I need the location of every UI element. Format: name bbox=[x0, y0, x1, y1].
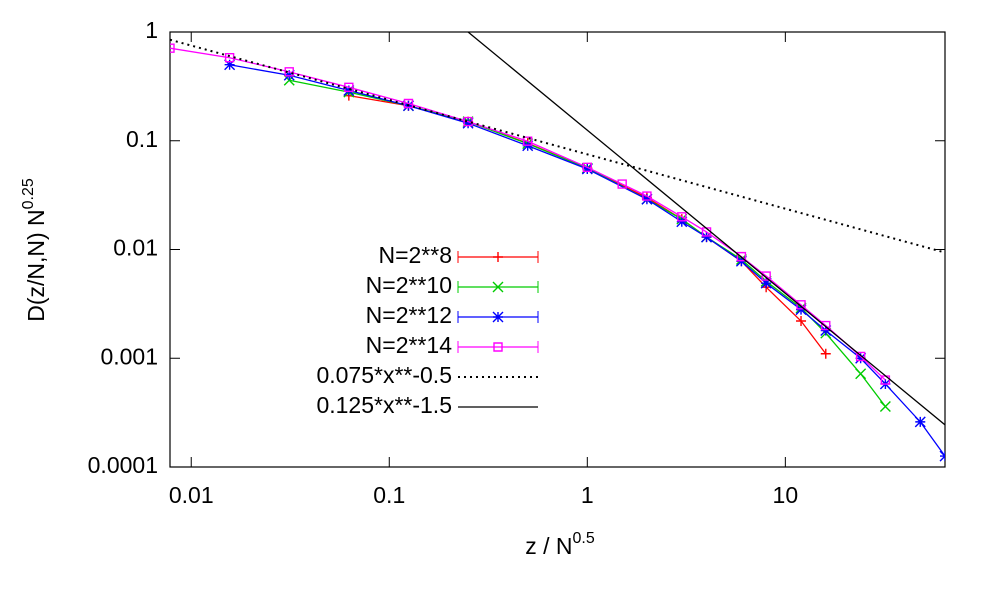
y-tick-label: 0.0001 bbox=[88, 452, 158, 478]
y-axis-label: D(z/N,N) N0.25 bbox=[20, 178, 49, 322]
series-line bbox=[467, 32, 945, 426]
marker bbox=[701, 231, 713, 243]
legend-marker bbox=[492, 311, 504, 323]
marker bbox=[914, 416, 926, 428]
marker bbox=[343, 84, 355, 96]
marker bbox=[462, 117, 474, 129]
marker bbox=[939, 450, 945, 462]
series-line bbox=[170, 47, 886, 381]
x-tick-label: 10 bbox=[773, 482, 799, 508]
legend-label: N=2**14 bbox=[366, 332, 453, 358]
plot-area bbox=[170, 32, 945, 462]
marker bbox=[224, 59, 236, 71]
legend-marker bbox=[493, 252, 503, 262]
marker bbox=[879, 401, 891, 412]
x-axis-label-text: z / N bbox=[525, 533, 572, 559]
marker bbox=[677, 212, 687, 222]
marker bbox=[170, 43, 175, 53]
marker bbox=[855, 352, 867, 364]
y-axis-label-text: D(z/N,N) N bbox=[23, 209, 49, 321]
x-axis-label: z / N0.5 bbox=[525, 530, 595, 559]
legend-label: 0.125*x**-1.5 bbox=[316, 392, 452, 418]
y-tick-label: 0.001 bbox=[100, 343, 158, 369]
legend-marker bbox=[493, 342, 503, 352]
y-tick-label: 0.01 bbox=[113, 235, 158, 261]
marker bbox=[642, 191, 652, 201]
marker bbox=[403, 98, 414, 109]
legend-label: N=2**10 bbox=[366, 272, 452, 298]
plot-frame bbox=[169, 31, 946, 468]
marker bbox=[581, 163, 593, 175]
marker bbox=[820, 324, 832, 336]
marker bbox=[522, 136, 533, 146]
series-line bbox=[170, 38, 945, 254]
x-axis-label-sup: 0.5 bbox=[573, 530, 595, 547]
marker bbox=[795, 304, 807, 316]
y-tick-label: 1 bbox=[145, 17, 158, 43]
x-tick-label: 0.1 bbox=[373, 482, 405, 508]
marker bbox=[676, 216, 688, 228]
legend-label: N=2**12 bbox=[366, 302, 452, 328]
y-axis-label-sup: 0.25 bbox=[20, 178, 37, 209]
marker bbox=[796, 316, 807, 327]
marker bbox=[701, 227, 712, 237]
marker bbox=[284, 67, 294, 77]
marker bbox=[820, 348, 831, 359]
marker bbox=[855, 368, 867, 380]
marker bbox=[582, 162, 593, 172]
marker bbox=[617, 179, 627, 189]
legend-label: N=2**8 bbox=[378, 242, 452, 268]
marker bbox=[224, 53, 235, 63]
x-tick-label: 1 bbox=[581, 482, 594, 508]
marker bbox=[760, 277, 772, 289]
legend-marker bbox=[492, 281, 504, 293]
marker bbox=[463, 116, 473, 127]
y-tick-label: 0.1 bbox=[126, 126, 158, 152]
marker bbox=[855, 351, 866, 362]
x-tick-label: 0.01 bbox=[169, 482, 214, 508]
legend-label: 0.075*x**-0.5 bbox=[316, 362, 452, 388]
marker bbox=[641, 193, 653, 205]
